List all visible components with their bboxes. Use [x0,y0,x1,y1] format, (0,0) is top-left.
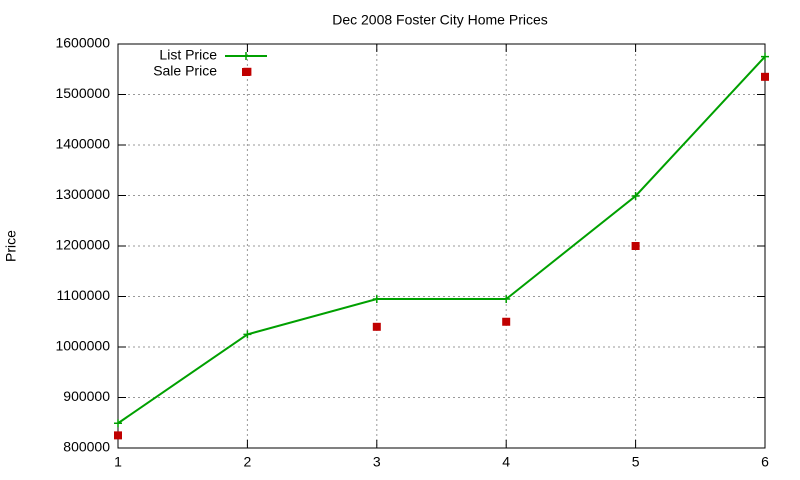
point-marker [114,419,122,428]
point-marker [761,72,769,81]
series-line [117,55,766,425]
chart-title: Dec 2008 Foster City Home Prices [332,12,548,28]
y-tick-label: 800000 [63,439,110,455]
point-marker [502,317,511,326]
legend-swatch [242,68,250,76]
y-tick-label: 1000000 [55,338,110,354]
plot-frame [117,43,766,449]
legend-label: List Price [159,47,217,63]
point-marker [631,192,640,201]
point-marker [372,295,381,304]
y-tick-label: 1300000 [55,186,110,202]
y-tick-label: 1100000 [57,287,111,303]
point-marker [502,295,511,304]
x-tick-label: 2 [244,454,252,470]
y-axis-label: Price [3,230,19,262]
legend-swatch [242,52,250,60]
point-marker [372,322,381,331]
point-marker [631,242,640,250]
point-marker [114,431,122,440]
point-marker [761,52,769,61]
y-tick-label: 900000 [63,388,110,404]
legend-label: Sale Price [153,63,217,79]
point-marker [243,330,252,339]
y-tick-label: 1600000 [55,35,110,51]
y-tick-label: 1400000 [55,136,110,152]
x-tick-label: 1 [114,454,122,470]
x-tick-label: 6 [761,454,769,470]
x-tick-label: 5 [632,454,640,470]
y-tick-label: 1500000 [55,85,110,101]
x-tick-label: 4 [502,454,510,470]
x-tick-label: 3 [373,454,381,470]
y-tick-label: 1200000 [55,237,110,253]
